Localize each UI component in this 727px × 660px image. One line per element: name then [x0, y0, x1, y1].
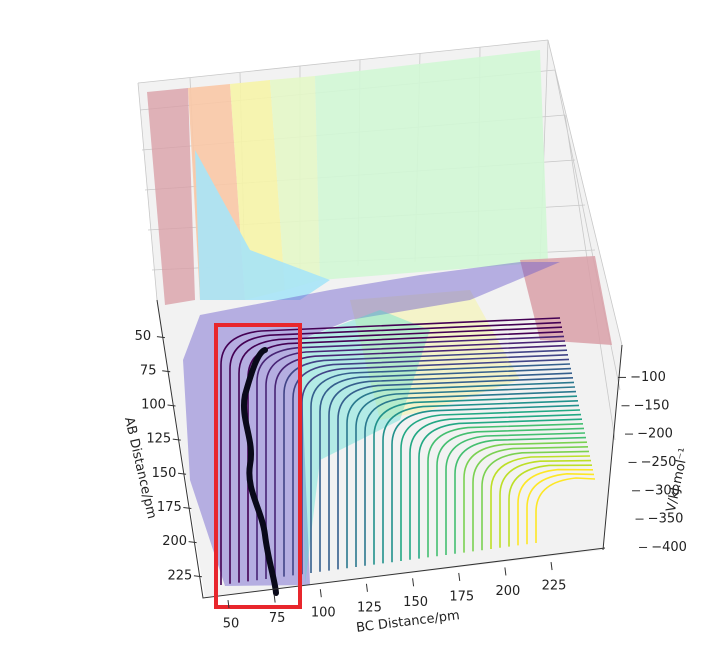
trajectory — [241, 347, 279, 596]
contour — [400, 409, 581, 561]
xticks-label: 200 — [495, 584, 520, 599]
zticks-label: −400 — [651, 540, 687, 555]
xticks-mark — [227, 599, 230, 609]
contour — [310, 363, 571, 573]
xticks-mark — [550, 561, 553, 571]
contour — [427, 423, 584, 558]
yticks-mark — [193, 575, 202, 578]
yticks-mark — [162, 370, 171, 373]
zticks-label: −350 — [648, 512, 684, 527]
surface — [183, 262, 560, 586]
yticks-label: 175 — [157, 500, 182, 515]
contour — [292, 354, 569, 576]
contour — [382, 400, 579, 564]
contour — [355, 386, 576, 567]
yticks-mark — [172, 438, 181, 441]
contour — [220, 317, 561, 585]
contour — [526, 472, 595, 545]
contour — [418, 418, 583, 559]
plane — [270, 76, 320, 290]
contour — [454, 436, 587, 554]
contour — [445, 432, 586, 555]
xticks-label: 125 — [357, 600, 382, 615]
contour — [490, 455, 591, 549]
axis-line — [156, 299, 623, 599]
contour — [517, 468, 594, 546]
contour — [229, 321, 562, 584]
contour — [301, 358, 570, 575]
zticks-label: −150 — [634, 398, 670, 413]
xticks-label: 50 — [223, 617, 240, 632]
contour — [274, 344, 567, 578]
zticks-label: −100 — [630, 370, 666, 385]
xticks-label: 150 — [403, 595, 428, 610]
yticks-label: 100 — [141, 397, 166, 412]
yticks-label: 125 — [146, 432, 171, 447]
contour — [238, 326, 563, 583]
highlight-box — [214, 323, 302, 609]
xticks-label: 175 — [449, 589, 474, 604]
yticks-mark — [188, 541, 197, 544]
contour — [481, 450, 590, 551]
contour — [346, 381, 575, 569]
xticks-mark — [412, 578, 415, 587]
contour — [373, 395, 578, 565]
xticks-label: 75 — [269, 611, 286, 626]
zticks-label: −250 — [641, 455, 677, 470]
contour — [463, 441, 588, 553]
contour — [436, 427, 585, 557]
yticks-label: 50 — [135, 329, 152, 344]
xticks-mark — [504, 567, 507, 576]
yticks-mark — [183, 506, 192, 509]
contour — [364, 390, 577, 566]
yticks-label: 150 — [152, 466, 177, 481]
xticks-label: 225 — [542, 579, 567, 594]
contour — [472, 446, 589, 552]
xticks-mark — [273, 594, 276, 603]
contour — [409, 413, 582, 560]
contour — [283, 349, 568, 577]
plane — [147, 88, 195, 305]
contour — [265, 340, 566, 579]
plane — [315, 50, 548, 280]
yticks-label: 225 — [167, 568, 192, 583]
contour — [337, 377, 574, 570]
yticks-label: 75 — [140, 363, 157, 378]
contour — [256, 335, 565, 581]
surface — [300, 310, 430, 585]
yticks-label: 200 — [162, 534, 187, 549]
contour — [391, 404, 580, 563]
contour — [508, 464, 593, 547]
xticks-label: 100 — [311, 606, 336, 621]
xticks-mark — [458, 572, 461, 581]
contour — [535, 477, 596, 543]
yticks-mark — [167, 404, 176, 407]
yticks-mark — [156, 336, 165, 339]
contour — [328, 372, 573, 571]
yticks-mark — [177, 472, 187, 475]
plane — [195, 150, 330, 300]
zticks-label: −300 — [644, 483, 680, 498]
contour — [319, 367, 572, 572]
xticks-mark — [365, 583, 368, 592]
zticks-label: −200 — [637, 427, 673, 442]
xticks-mark — [319, 589, 322, 598]
contour — [499, 459, 592, 548]
